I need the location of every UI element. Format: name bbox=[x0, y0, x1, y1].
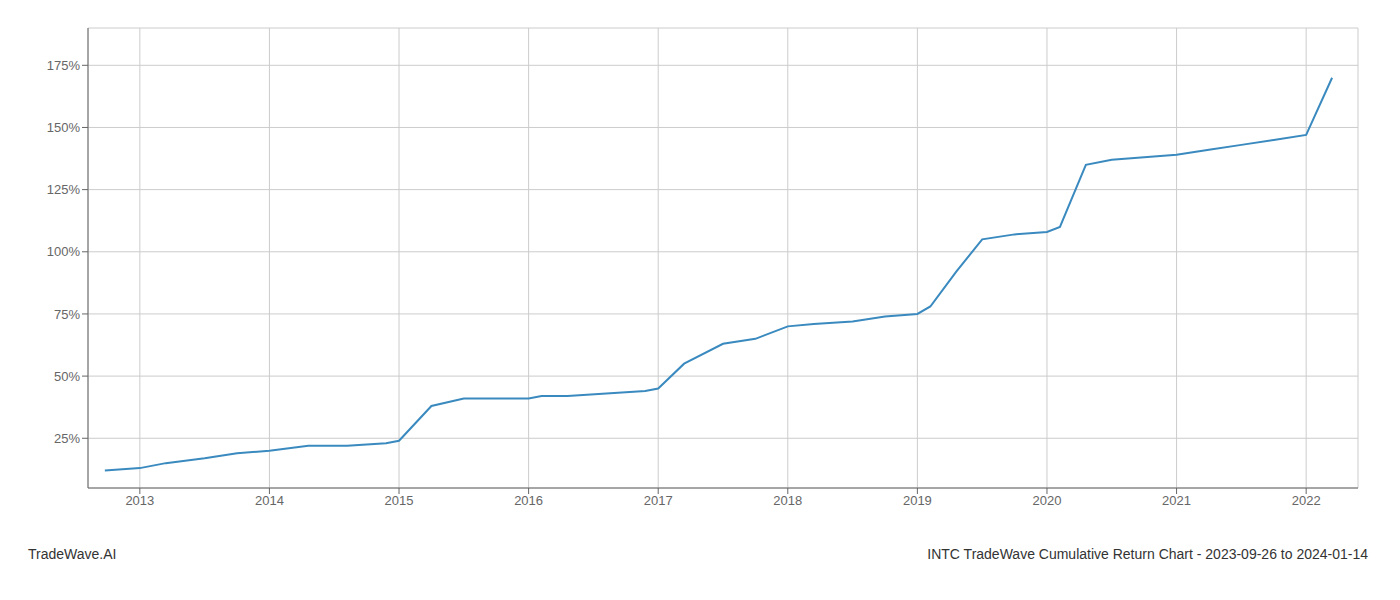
svg-text:2016: 2016 bbox=[514, 493, 543, 508]
svg-text:2022: 2022 bbox=[1292, 493, 1321, 508]
svg-text:25%: 25% bbox=[54, 431, 80, 446]
svg-text:50%: 50% bbox=[54, 369, 80, 384]
svg-text:2017: 2017 bbox=[644, 493, 673, 508]
svg-text:150%: 150% bbox=[47, 120, 81, 135]
svg-text:2018: 2018 bbox=[773, 493, 802, 508]
svg-text:100%: 100% bbox=[47, 244, 81, 259]
svg-text:2021: 2021 bbox=[1162, 493, 1191, 508]
svg-text:2013: 2013 bbox=[125, 493, 154, 508]
html-text:INTC TradeWave Cumulative Retu: INTC TradeWave Cumulative Return Chart -… bbox=[927, 546, 1368, 562]
html-text:TradeWave.AI: TradeWave.AI bbox=[28, 546, 117, 562]
svg-text:175%: 175% bbox=[47, 58, 81, 73]
svg-text:125%: 125% bbox=[47, 182, 81, 197]
svg-text:2019: 2019 bbox=[903, 493, 932, 508]
svg-text:2020: 2020 bbox=[1033, 493, 1062, 508]
svg-text:75%: 75% bbox=[54, 307, 80, 322]
svg-text:2015: 2015 bbox=[385, 493, 414, 508]
svg-text:2014: 2014 bbox=[255, 493, 284, 508]
